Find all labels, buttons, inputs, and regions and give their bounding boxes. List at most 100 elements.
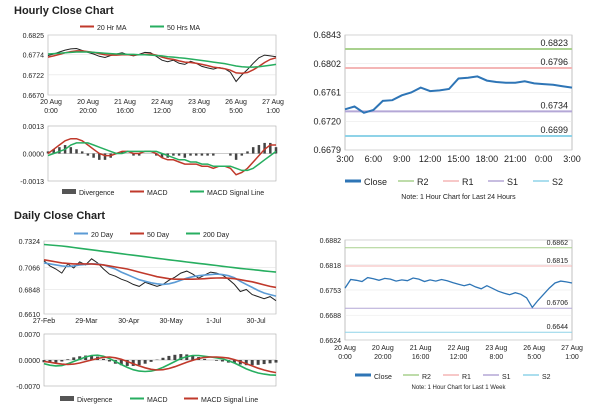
hourly-price-xtick: 12:00 <box>153 108 171 115</box>
legend-s1-label: S1 <box>502 374 511 381</box>
legend-divergence-label: Divergence <box>77 397 113 404</box>
hr-x-xtick: 6:00 <box>365 154 383 164</box>
daily-price-chart: 0.7324 0.7066 0.6848 0.6610 20 Day 50 Day 200 … <box>19 232 277 325</box>
hourly-macd-ytick: 0.0013 <box>23 124 45 131</box>
legend-s2-label: S2 <box>552 177 563 187</box>
hourly-price-xtick: 16:00 <box>116 108 134 115</box>
hourly-price-ytick: 0.6774 <box>23 53 45 60</box>
legend-macd-label: MACD <box>147 190 168 197</box>
dr-x-xtick: 26 Aug <box>523 345 545 352</box>
daily-macd-ytick: 0.0000 <box>19 358 41 365</box>
plot-frame <box>47 34 277 96</box>
hourly-price-xtick: 8:00 <box>192 108 206 115</box>
series-line-200-day <box>43 243 277 273</box>
level-label-s1: 0.6706 <box>547 300 569 307</box>
dr-x-xtick: 20 Aug <box>372 345 394 352</box>
hr-y-ytick: 0.6843 <box>313 30 341 40</box>
legend-divergence-swatch <box>62 189 76 194</box>
hr-y-ytick: 0.6720 <box>313 116 341 126</box>
hr-x-xtick: 21:00 <box>504 154 527 164</box>
chart-note: Note: 1 Hour Chart for Last 24 Hours <box>401 194 516 201</box>
dr-x-xtick: 5:00 <box>527 354 541 361</box>
daily-price-ytick: 0.6848 <box>19 288 41 295</box>
series-line-close <box>344 276 573 309</box>
dr-y-ytick: 0.6753 <box>320 288 342 295</box>
hr-x-xtick: 15:00 <box>447 154 470 164</box>
level-label-s2: 0.6644 <box>547 324 569 331</box>
dr-x-xtick: 20 Aug <box>334 345 356 352</box>
hourly-price-xtick: 20 Aug <box>40 99 62 106</box>
daily-price-xtick: 30-Apr <box>118 318 140 325</box>
hourly-price-ytick: 0.6722 <box>23 73 45 80</box>
dr-y-ytick: 0.6688 <box>320 313 342 320</box>
hr-x-xtick: 18:00 <box>476 154 499 164</box>
hr-x-xtick: 9:00 <box>393 154 411 164</box>
hourly-price-chart: 0.6825 0.6774 0.6722 0.6670 20 Hr MA 50 Hrs M… <box>23 25 284 115</box>
hourly-macd-ytick: -0.0013 <box>20 179 44 186</box>
legend-divergence-swatch <box>60 396 74 401</box>
hourly-price-ytick: 0.6825 <box>23 33 45 40</box>
hourly-price-xtick: 1:00 <box>266 108 280 115</box>
daily-price-xtick: 30-May <box>160 318 184 325</box>
level-label-r1: 0.6815 <box>547 258 569 265</box>
series-line-close <box>344 75 573 114</box>
legend-20-day-label: 20 Day <box>91 232 114 239</box>
level-label-r2: 0.6862 <box>547 240 569 247</box>
dr-x-xtick: 27 Aug <box>561 345 583 352</box>
hourly-price-xtick: 21 Aug <box>114 99 136 106</box>
legend-divergence-label: Divergence <box>79 190 115 197</box>
dr-y-ytick: 0.6624 <box>320 338 342 345</box>
hourly-24h-chart: 0.6843 0.6802 0.6761 0.6720 0.6679 0.6823 0.67… <box>313 30 581 201</box>
hr-y-ytick: 0.6761 <box>313 88 341 98</box>
chart-note: Note: 1 Hour Chart for Last 1 Week <box>412 385 507 391</box>
daily-price-xtick: 1-Jul <box>206 318 222 325</box>
legend-close-label: Close <box>364 177 387 187</box>
series-line-macd-signal <box>43 356 277 374</box>
dr-y-ytick: 0.6818 <box>320 263 342 270</box>
hourly-price-xtick: 22 Aug <box>151 99 173 106</box>
hourly-price-ytick: 0.6670 <box>23 93 45 100</box>
daily-price-xtick: 27-Feb <box>33 318 55 325</box>
daily-price-xtick: 29-Mar <box>75 318 98 325</box>
dr-y-ytick: 0.6882 <box>320 238 342 245</box>
hourly-price-xtick: 23 Aug <box>188 99 210 106</box>
legend-macd-label: MACD <box>147 397 168 404</box>
dr-x-xtick: 1:00 <box>565 354 579 361</box>
dr-x-xtick: 23 Aug <box>485 345 507 352</box>
hourly-section-title: Hourly Close Chart <box>14 5 114 17</box>
hr-y-ytick: 0.6679 <box>313 145 341 155</box>
level-label-s2: 0.6699 <box>540 125 568 135</box>
legend-s2-label: S2 <box>542 374 551 381</box>
series-line-macd <box>43 354 277 376</box>
daily-section-title: Daily Close Chart <box>14 210 106 222</box>
hourly-macd-ytick: 0.0000 <box>23 152 45 159</box>
dr-x-xtick: 8:00 <box>490 354 504 361</box>
daily-week-chart: 0.6882 0.6818 0.6753 0.6688 0.6624 0.6862 0.68… <box>320 238 583 391</box>
legend-r1-label: R1 <box>462 374 471 381</box>
dr-x-xtick: 12:00 <box>450 354 468 361</box>
daily-price-ytick: 0.7324 <box>19 239 41 246</box>
series-line-50-hrs-ma <box>47 51 277 68</box>
hourly-price-xtick: 0:00 <box>44 108 58 115</box>
legend-s1-label: S1 <box>507 177 518 187</box>
hr-x-xtick: 0:00 <box>535 154 553 164</box>
hourly-price-xtick: 20 Aug <box>77 99 99 106</box>
level-label-s1: 0.6734 <box>540 100 568 110</box>
legend-20hr-ma-label: 20 Hr MA <box>97 25 127 32</box>
series-line-50-day <box>43 259 277 289</box>
series-line-macd-signal <box>47 142 277 172</box>
legend-200-day-label: 200 Day <box>203 232 230 239</box>
dr-x-xtick: 20:00 <box>374 354 392 361</box>
daily-macd-ytick: 0.0070 <box>19 332 41 339</box>
legend-r1-label: R1 <box>462 177 474 187</box>
legend-macd-signal-label: MACD Signal Line <box>207 190 264 197</box>
legend-r2-label: R2 <box>417 177 429 187</box>
hourly-macd-chart: 0.0013 0.0000 -0.0013 Divergence MACD MACD Si… <box>20 124 278 197</box>
daily-price-ytick: 0.6610 <box>19 312 41 319</box>
hourly-price-xtick: 5:00 <box>229 108 243 115</box>
hr-x-xtick: 3:00 <box>563 154 581 164</box>
hr-x-xtick: 12:00 <box>419 154 442 164</box>
legend-50-day-label: 50 Day <box>147 232 170 239</box>
daily-price-xtick: 30-Jul <box>246 318 266 325</box>
dr-x-xtick: 16:00 <box>412 354 430 361</box>
